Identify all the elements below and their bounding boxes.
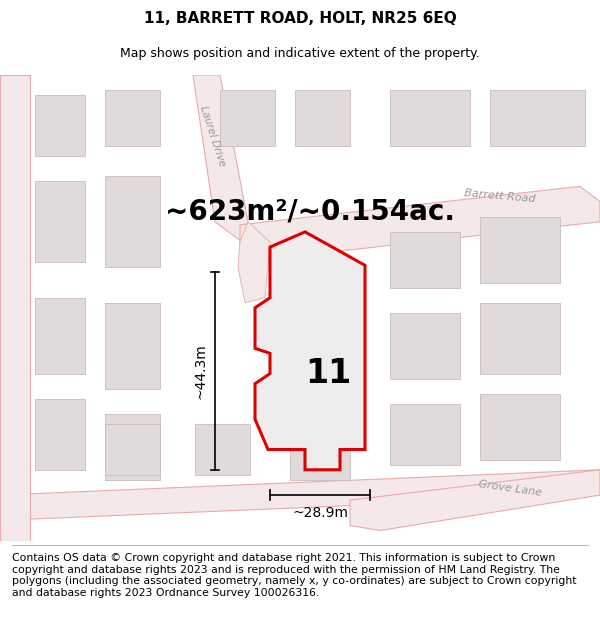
Bar: [35, 95, 85, 156]
Text: Barrett Road: Barrett Road: [464, 188, 536, 204]
Bar: [105, 176, 160, 268]
Bar: [35, 181, 85, 262]
Polygon shape: [193, 75, 248, 242]
Text: ~623m²/~0.154ac.: ~623m²/~0.154ac.: [165, 198, 455, 226]
Polygon shape: [0, 75, 30, 541]
Polygon shape: [240, 186, 600, 262]
Text: Laurel Drive: Laurel Drive: [199, 104, 227, 168]
Text: Contains OS data © Crown copyright and database right 2021. This information is : Contains OS data © Crown copyright and d…: [12, 553, 577, 598]
Text: 11, BARRETT ROAD, HOLT, NR25 6EQ: 11, BARRETT ROAD, HOLT, NR25 6EQ: [143, 11, 457, 26]
Bar: [195, 424, 250, 475]
Polygon shape: [285, 237, 355, 358]
Bar: [390, 313, 460, 379]
Bar: [390, 90, 470, 146]
Bar: [105, 414, 160, 480]
Bar: [490, 90, 585, 146]
Bar: [35, 298, 85, 374]
Text: ~28.9m: ~28.9m: [292, 506, 348, 520]
Polygon shape: [255, 232, 365, 470]
Text: ~44.3m: ~44.3m: [194, 343, 208, 399]
Polygon shape: [0, 470, 600, 521]
Bar: [480, 302, 560, 374]
Bar: [390, 232, 460, 288]
Polygon shape: [238, 222, 270, 302]
Text: Grove Lane: Grove Lane: [478, 479, 542, 498]
Bar: [220, 90, 275, 146]
Bar: [295, 90, 350, 146]
Text: 11: 11: [305, 357, 351, 390]
Bar: [105, 424, 160, 475]
Polygon shape: [350, 470, 600, 531]
Bar: [390, 404, 460, 465]
Text: Map shows position and indicative extent of the property.: Map shows position and indicative extent…: [120, 48, 480, 61]
Bar: [105, 90, 160, 146]
Bar: [290, 424, 350, 480]
Bar: [35, 399, 85, 470]
Bar: [480, 217, 560, 282]
Bar: [105, 302, 160, 389]
Bar: [480, 394, 560, 459]
